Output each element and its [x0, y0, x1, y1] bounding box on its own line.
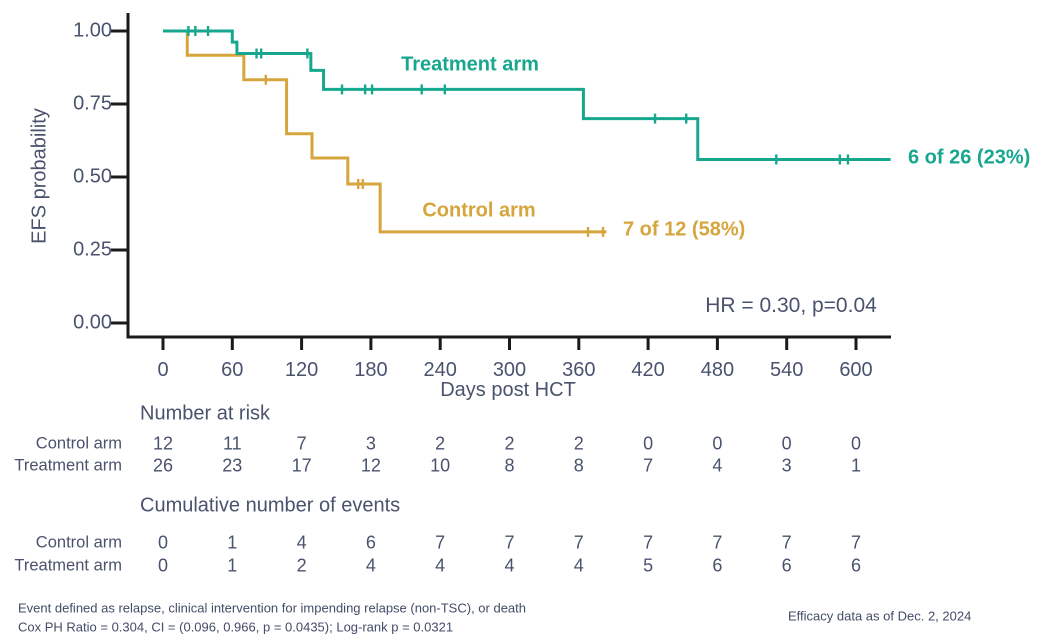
x-axis-title: Days post HCT [440, 379, 576, 401]
risk-value-treatment: 4 [712, 455, 723, 476]
treatment-arm-end-label: 6 of 26 (23%) [908, 146, 1031, 169]
y-tick-label: 1.00 [73, 19, 112, 42]
y-tick-label: 0.75 [73, 92, 112, 115]
risk-row-label-treatment: Treatment arm [14, 456, 122, 475]
risk-value-treatment: 12 [360, 455, 381, 476]
events-value-treatment: 6 [850, 555, 861, 576]
plot-svg [111, 13, 891, 350]
risk-value-control: 11 [222, 433, 242, 454]
events-value-control: 7 [504, 532, 515, 553]
risk-value-control: 0 [781, 433, 792, 454]
x-tick-label: 180 [354, 359, 388, 381]
events-value-control: 7 [781, 532, 792, 553]
risk-value-control: 0 [643, 433, 654, 454]
events-value-control: 7 [573, 532, 584, 553]
events-value-control: 0 [157, 532, 168, 553]
risk-value-control: 0 [850, 433, 861, 454]
x-tick-label: 540 [770, 359, 804, 381]
survival-curve-treatment-arm [163, 29, 891, 161]
events-value-control: 4 [296, 532, 307, 553]
events-value-treatment: 0 [157, 555, 168, 576]
risk-value-treatment: 8 [504, 455, 515, 476]
events-row-label-treatment: Treatment arm [14, 556, 122, 575]
y-tick-label: 0.00 [73, 311, 112, 334]
footnote-event-definition: Event defined as relapse, clinical inter… [18, 600, 526, 616]
events-value-treatment: 6 [781, 555, 792, 576]
risk-value-control: 12 [152, 433, 174, 454]
events-value-control: 1 [227, 532, 238, 553]
risk-row-label-control: Control arm [35, 434, 122, 453]
risk-value-control: 3 [365, 433, 376, 454]
treatment-arm-curve-label: Treatment arm [401, 53, 539, 76]
events-value-control: 7 [643, 532, 654, 553]
control-arm-end-label: 7 of 12 (58%) [623, 218, 746, 241]
x-tick-label: 0 [157, 359, 169, 381]
events-value-control: 7 [712, 532, 723, 553]
events-value-treatment: 2 [296, 555, 307, 576]
events-value-treatment: 5 [643, 555, 654, 576]
events-value-treatment: 6 [712, 555, 723, 576]
risk-value-treatment: 17 [291, 455, 312, 476]
footnote-data-cutoff: Efficacy data as of Dec. 2, 2024 [788, 608, 972, 624]
x-tick-label: 480 [700, 359, 735, 381]
events-value-control: 7 [435, 532, 446, 553]
x-tick-label: 60 [221, 359, 244, 381]
risk-value-treatment: 10 [430, 455, 451, 476]
events-value-control: 6 [365, 532, 376, 553]
x-tick-label: 360 [562, 359, 596, 381]
risk-value-treatment: 26 [152, 455, 174, 476]
events-value-treatment: 4 [573, 555, 584, 576]
events-value-treatment: 1 [227, 555, 238, 576]
risk-value-treatment: 7 [643, 455, 654, 476]
x-tick-label: 120 [284, 359, 319, 381]
survival-curve-control-arm [163, 29, 607, 234]
hazard-ratio-annotation: HR = 0.30, p=0.04 [705, 294, 877, 317]
risk-value-treatment: 3 [781, 455, 792, 476]
events-value-treatment: 4 [365, 555, 376, 576]
risk-value-treatment: 8 [573, 455, 584, 476]
x-tick-label: 240 [423, 359, 457, 381]
x-tick-label: 600 [839, 359, 873, 381]
control-arm-curve-label: Control arm [422, 199, 536, 222]
risk-value-control: 2 [504, 433, 515, 454]
risk-value-control: 7 [296, 433, 307, 454]
x-tick-label: 420 [631, 359, 665, 381]
y-tick-label: 0.25 [73, 238, 112, 261]
y-tick-label: 0.50 [73, 165, 112, 188]
events-value-control: 7 [850, 532, 861, 553]
events-row-label-control: Control arm [35, 533, 122, 552]
risk-value-control: 2 [435, 433, 446, 454]
risk-value-treatment: 23 [222, 455, 243, 476]
events-value-treatment: 4 [504, 555, 515, 576]
cumulative-events-title: Cumulative number of events [140, 494, 401, 517]
risk-value-control: 0 [712, 433, 723, 454]
footnote-statistics: Cox PH Ratio = 0.304, CI = (0.096, 0.966… [18, 619, 454, 635]
events-value-treatment: 4 [435, 555, 446, 576]
x-tick-label: 300 [492, 359, 527, 381]
risk-value-treatment: 1 [850, 455, 861, 476]
risk-value-control: 2 [573, 433, 584, 454]
number-at-risk-title: Number at risk [140, 402, 271, 425]
